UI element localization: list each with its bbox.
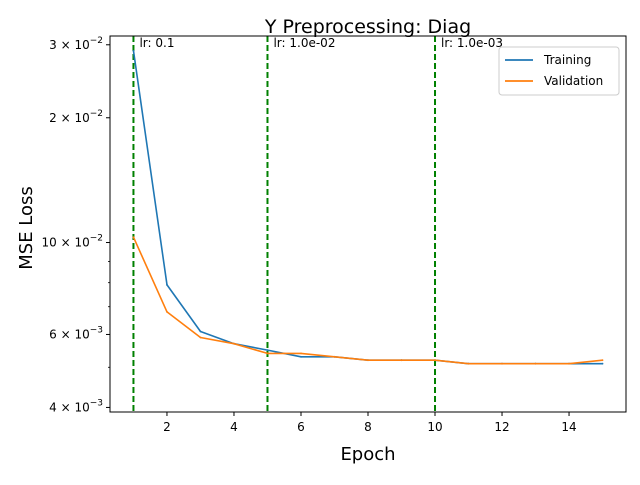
x-tick-label: 2 bbox=[163, 420, 171, 434]
y-axis-title: MSE Loss bbox=[16, 186, 37, 270]
data-point-validation-7 bbox=[333, 355, 336, 358]
lr-label-2: lr: 1.0e-02 bbox=[273, 36, 335, 50]
x-tick-label: 14 bbox=[561, 420, 576, 434]
x-axis-title: Epoch bbox=[340, 444, 395, 465]
legend-label-validation: Validation bbox=[544, 74, 603, 88]
data-point-validation-5 bbox=[266, 352, 269, 355]
data-point-training-2 bbox=[166, 284, 168, 286]
data-point-validation-1 bbox=[132, 236, 135, 239]
data-point-validation-2 bbox=[166, 311, 168, 313]
data-point-validation-13 bbox=[534, 362, 537, 365]
data-point-training-3 bbox=[199, 330, 202, 333]
y-tick-label: 4 × 10−3 bbox=[49, 398, 103, 414]
x-tick-label: 8 bbox=[364, 420, 372, 434]
lr-label-3: lr: 1.0e-03 bbox=[441, 36, 503, 50]
data-point-validation-6 bbox=[300, 352, 302, 355]
data-point-validation-14 bbox=[568, 362, 570, 365]
x-tick-label: 6 bbox=[297, 420, 305, 434]
data-point-validation-3 bbox=[199, 336, 202, 339]
data-point-training-15 bbox=[601, 362, 604, 365]
data-point-validation-15 bbox=[601, 359, 604, 362]
y-axis-ticks: 4 × 10−3 6 × 10−3 10 × 10−2 2 × 10−2 3 × 10−… bbox=[41, 36, 110, 414]
x-axis-ticks: 2 4 6 8 10 12 14 bbox=[163, 412, 577, 434]
data-point-validation-8 bbox=[367, 359, 369, 362]
x-tick-label: 4 bbox=[230, 420, 238, 434]
data-point-validation-11 bbox=[467, 362, 470, 365]
chart-title: Y Preprocessing: Diag bbox=[264, 16, 471, 38]
y-tick-label: 2 × 10−2 bbox=[49, 109, 103, 125]
y-tick-label: 3 × 10−2 bbox=[49, 36, 103, 52]
data-point-validation-9 bbox=[400, 359, 403, 362]
legend: Training Validation bbox=[498, 46, 620, 96]
y-tick-label: 10 × 10−2 bbox=[41, 234, 103, 250]
lr-vlines: lr: 0.1 lr: 1.0e-02 lr: 1.0e-03 bbox=[132, 36, 503, 412]
data-point-training-5 bbox=[266, 349, 269, 351]
data-point-validation-4 bbox=[233, 342, 235, 345]
data-point-validation-12 bbox=[501, 362, 503, 365]
data-point-training-6 bbox=[300, 355, 302, 358]
x-tick-label: 10 bbox=[427, 420, 442, 434]
legend-box bbox=[498, 46, 620, 96]
series-lines bbox=[132, 50, 604, 365]
y-tick-label: 6 × 10−3 bbox=[49, 325, 103, 341]
legend-label-training: Training bbox=[543, 53, 591, 67]
series-line-validation bbox=[132, 236, 603, 365]
data-point-training-1 bbox=[132, 50, 135, 52]
series-line-training bbox=[132, 50, 603, 365]
lr-label-1: lr: 0.1 bbox=[139, 36, 174, 50]
x-tick-label: 12 bbox=[494, 420, 509, 434]
data-point-validation-10 bbox=[434, 359, 436, 362]
